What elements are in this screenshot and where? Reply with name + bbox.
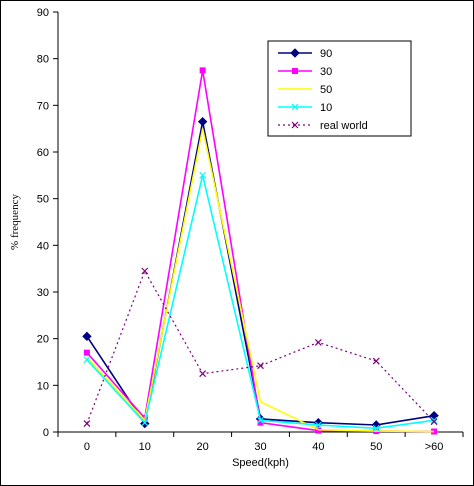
legend-marker	[291, 103, 299, 111]
data-point	[430, 418, 438, 426]
data-point	[429, 410, 439, 421]
series-real-world	[83, 267, 438, 428]
x-axis-ticks: 0 10 20 30 40 50 >60	[57, 432, 464, 453]
x-tick-label: 40	[312, 441, 324, 453]
series-line	[86, 128, 435, 433]
data-point	[141, 419, 149, 427]
series-line	[86, 121, 435, 426]
y-tick-label: 20	[37, 334, 49, 346]
y-tick-label: 70	[37, 100, 49, 112]
x-tick-label: 30	[254, 441, 266, 453]
data-point	[372, 424, 380, 432]
x-axis-title: Speed(kph)	[232, 457, 289, 469]
series-90	[82, 116, 439, 430]
data-point	[372, 357, 380, 365]
data-point	[257, 362, 264, 370]
legend-marker	[290, 48, 300, 58]
x-tick-label: 0	[84, 441, 90, 453]
y-tick-label: 40	[37, 240, 49, 252]
x-tick-label: 50	[370, 441, 382, 453]
data-point	[257, 419, 264, 426]
y-tick-label: 60	[37, 147, 49, 159]
x-tick-label: >60	[425, 441, 444, 453]
legend-item: 10	[278, 102, 332, 114]
legend-item: real world	[278, 120, 368, 132]
data-point	[314, 338, 322, 346]
y-axis-title: % frequency	[9, 194, 21, 250]
data-point	[199, 171, 207, 179]
data-point	[315, 427, 322, 434]
legend-label: 30	[320, 66, 332, 78]
legend-item: 30	[278, 66, 332, 78]
data-point	[83, 420, 91, 428]
data-point	[430, 416, 438, 424]
legend-marker	[291, 121, 299, 129]
y-tick-label: 80	[37, 54, 49, 66]
y-tick-label: 30	[37, 287, 49, 299]
y-axis-ticks: 0 10 20 30 40 50 60 70 80 90	[37, 7, 58, 439]
y-tick-label: 0	[43, 427, 49, 439]
x-tick-label: 10	[139, 441, 151, 453]
legend-marker	[292, 68, 298, 74]
data-point	[83, 356, 91, 364]
data-point	[197, 116, 208, 127]
legend-item: 90	[278, 48, 332, 60]
series-50	[86, 128, 435, 433]
data-point	[141, 267, 149, 275]
y-tick-label: 10	[37, 380, 49, 392]
legend-label: real world	[320, 120, 368, 132]
data-point	[82, 331, 92, 342]
y-tick-label: 90	[37, 7, 49, 19]
data-point	[199, 67, 206, 74]
y-tick-label: 50	[37, 194, 49, 206]
x-tick-label: 20	[197, 441, 209, 453]
data-point	[199, 370, 207, 378]
legend-label: 10	[320, 102, 332, 114]
data-point	[257, 416, 264, 424]
legend-label: 90	[320, 48, 332, 60]
legend-item: 50	[278, 84, 332, 96]
legend-label: 50	[320, 84, 332, 96]
data-point	[83, 349, 90, 356]
data-point	[314, 421, 322, 429]
legend: 90 30 50 10 real world	[267, 40, 412, 137]
series-10	[83, 171, 438, 432]
series-layer	[82, 67, 439, 435]
series-line	[86, 175, 435, 430]
